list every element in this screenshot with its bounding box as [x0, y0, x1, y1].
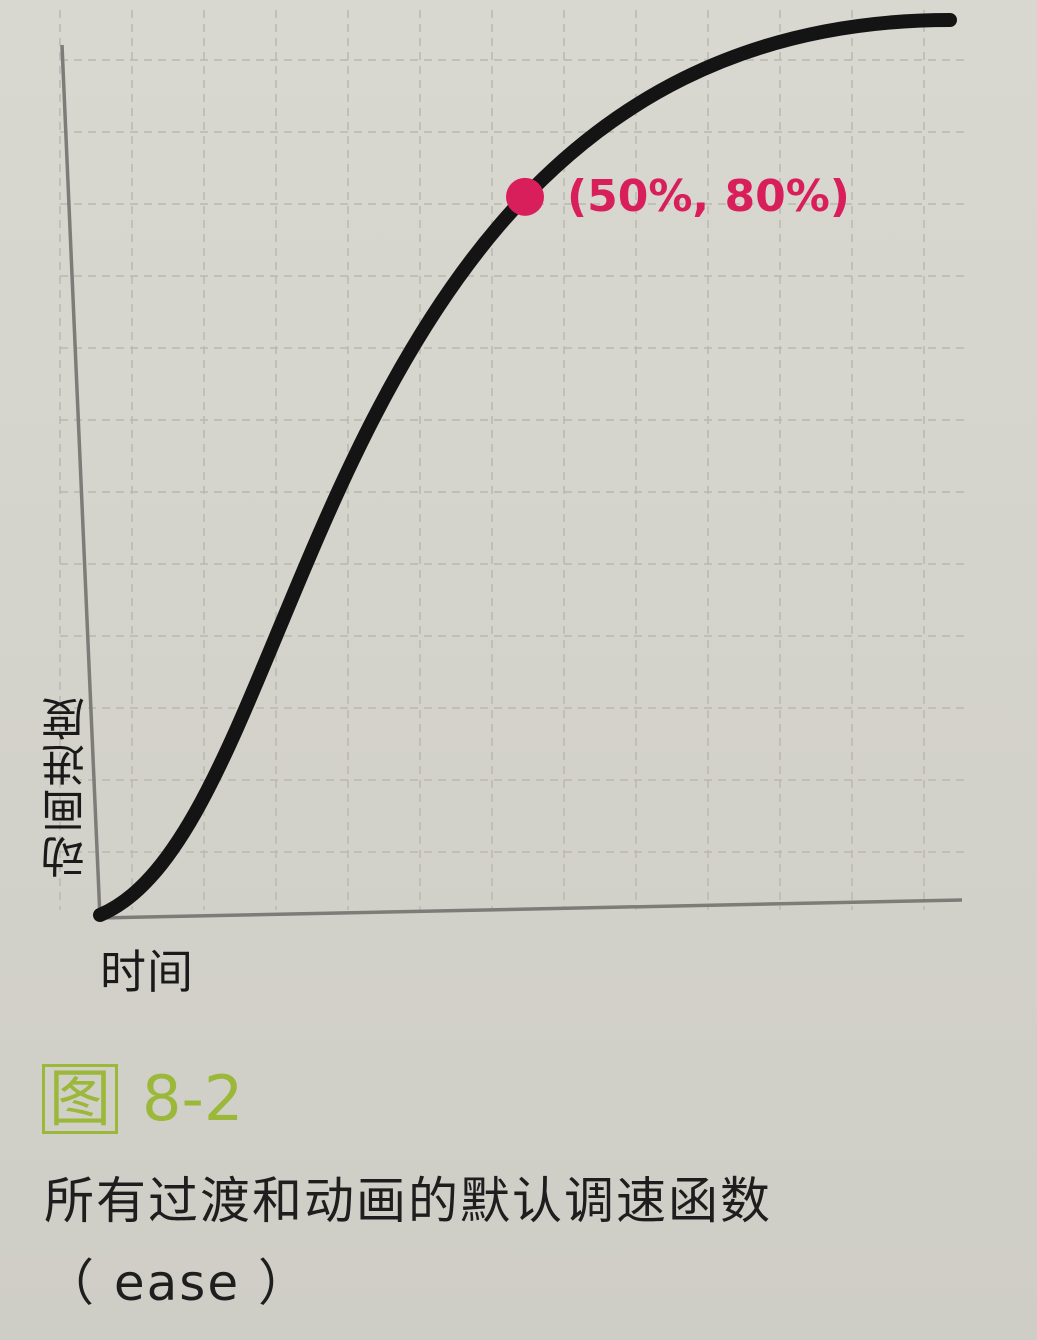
- caption-line-1: 所有过渡和动画的默认调速函数: [44, 1172, 772, 1230]
- figure-number-value: 8-2: [142, 1062, 244, 1135]
- ease-curve-chart: (50%, 80%): [59, 10, 965, 922]
- annotations: (50%, 80%): [506, 171, 850, 222]
- figure-number-char: 图: [42, 1064, 119, 1134]
- grid: [59, 10, 965, 910]
- data-point-label: (50%, 80%): [567, 171, 850, 222]
- figure-number: 图 8-2: [42, 1062, 243, 1135]
- x-axis-label: 时间: [100, 945, 194, 999]
- y-axis-label: 动画进度: [42, 695, 93, 879]
- data-point-marker: [506, 177, 544, 216]
- caption-line-2: （ ease ）: [44, 1254, 310, 1312]
- y-axis-line: [60, 44, 102, 919]
- axes: [60, 44, 963, 920]
- series-line-ease: [93, 13, 957, 922]
- figure-caption: 所有过渡和动画的默认调速函数 （ ease ）: [44, 1160, 1004, 1324]
- x-axis-line: [99, 898, 963, 920]
